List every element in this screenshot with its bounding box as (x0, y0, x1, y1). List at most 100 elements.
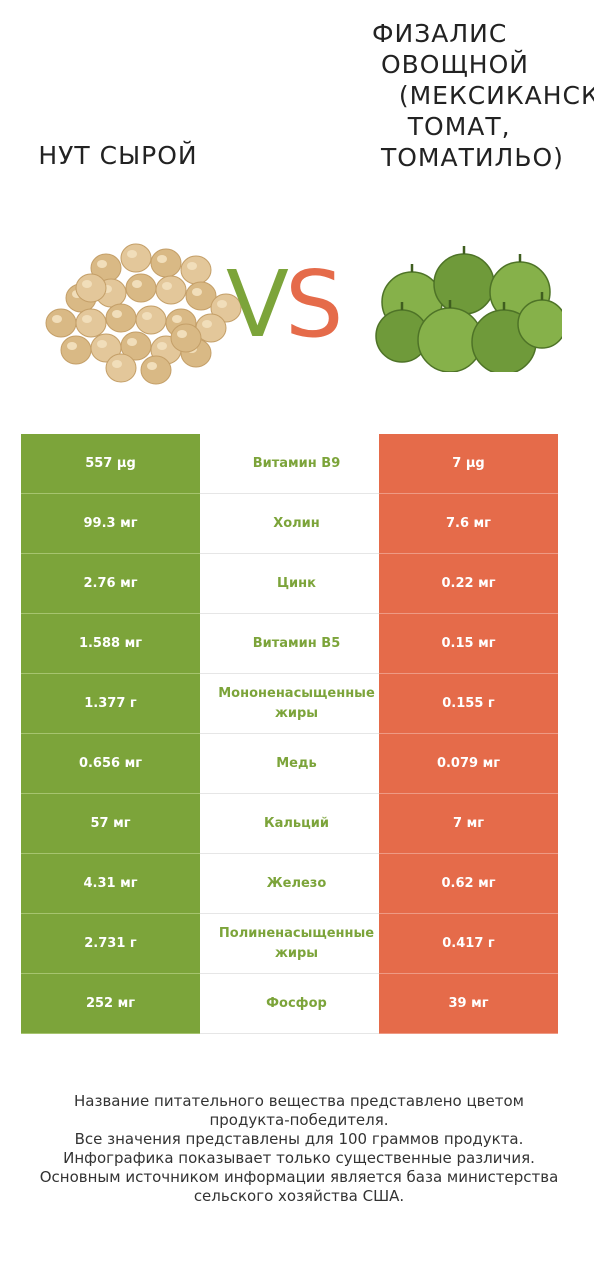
chickpea-shape (210, 293, 242, 323)
chickpea-highlight (127, 250, 137, 258)
nutrient-name: Полиненасыщенные жиры (200, 914, 379, 974)
nutrient-name: Витамин B9 (200, 434, 379, 494)
nutrient-label: Полиненасыщенные жиры (218, 925, 375, 961)
nutrient-label: Медь (276, 755, 317, 771)
chickpea-highlight (82, 280, 92, 288)
vs-label: VS (226, 255, 343, 355)
chickpea-highlight (132, 280, 142, 288)
nutrient-label: Витамин B5 (252, 635, 341, 651)
chickpea-shape (125, 273, 157, 303)
vs-s: S (284, 251, 343, 358)
right-value: 0.417 г (379, 914, 558, 974)
chickpea-highlight (52, 315, 62, 323)
footer-line: сельского хозяйства США. (193, 1187, 405, 1205)
left-value: 2.76 мг (21, 554, 200, 614)
table-row: 4.31 мг Железо 0.62 мг (21, 854, 558, 914)
nutrient-label: Мононенасыщенные жиры (218, 685, 375, 721)
nutrient-name: Железо (200, 854, 379, 914)
left-value: 252 мг (21, 974, 200, 1034)
nutrient-name: Медь (200, 734, 379, 794)
tomatillo-shape (433, 253, 495, 315)
tomatillo-shape (517, 299, 562, 349)
right-value: 7 мг (379, 794, 558, 854)
vs-v: V (226, 251, 289, 358)
left-value: 57 мг (21, 794, 200, 854)
chickpea-highlight (172, 315, 182, 323)
table-row: 0.656 мг Медь 0.079 мг (21, 734, 558, 794)
chickpea-highlight (157, 342, 167, 350)
nutrient-label: Холин (273, 515, 320, 531)
nutrient-label: Витамин B9 (252, 455, 341, 471)
chickpea-shape (140, 355, 172, 385)
nutrient-label: Кальций (264, 815, 329, 831)
right-value: 7.6 мг (379, 494, 558, 554)
chickpea-shape (185, 281, 217, 311)
table-row: 1.377 г Мононенасыщенные жиры 0.155 г (21, 674, 558, 734)
right-value: 0.62 мг (379, 854, 558, 914)
left-value: 1.377 г (21, 674, 200, 734)
right-value: 0.22 мг (379, 554, 558, 614)
nutrient-name: Фосфор (200, 974, 379, 1034)
nutrient-label: Железо (266, 875, 327, 891)
left-value: 557 µg (21, 434, 200, 494)
product-left-title: НУТ СЫРОЙ (38, 141, 198, 170)
right-value: 0.079 мг (379, 734, 558, 794)
chickpea-shape (75, 308, 107, 338)
table-row: 557 µg Витамин B9 7 µg (21, 434, 558, 494)
chickpea-highlight (187, 262, 197, 270)
footer-line: Все значения представлены для 100 граммо… (74, 1130, 524, 1148)
chickpea-highlight (82, 315, 92, 323)
chickpea-highlight (67, 342, 77, 350)
right-value: 0.155 г (379, 674, 558, 734)
left-value: 0.656 мг (21, 734, 200, 794)
footer-notes: Название питательного вещества представл… (0, 1092, 598, 1206)
chickpea-highlight (162, 282, 172, 290)
table-row: 1.588 мг Витамин B5 0.15 мг (21, 614, 558, 674)
nutrient-name: Холин (200, 494, 379, 554)
chickpea-shape (150, 248, 182, 278)
left-value: 1.588 мг (21, 614, 200, 674)
chickpea-highlight (217, 300, 227, 308)
table-row: 252 мг Фосфор 39 мг (21, 974, 558, 1034)
chickpea-shape (180, 255, 212, 285)
chickpea-highlight (177, 330, 187, 338)
chickpea-shape (170, 323, 202, 353)
chickpea-shape (120, 331, 152, 361)
nutrient-name: Витамин B5 (200, 614, 379, 674)
table-row: 2.731 г Полиненасыщенные жиры 0.417 г (21, 914, 558, 974)
footer-line: Название питательного вещества представл… (74, 1092, 524, 1110)
chickpea-shape (120, 243, 152, 273)
left-value: 2.731 г (21, 914, 200, 974)
left-value: 4.31 мг (21, 854, 200, 914)
nutrient-name: Мононенасыщенные жиры (200, 674, 379, 734)
nutrient-label: Фосфор (266, 995, 327, 1011)
nutrient-name: Цинк (200, 554, 379, 614)
chickpea-shape (105, 353, 137, 383)
chickpea-highlight (97, 260, 107, 268)
right-value: 39 мг (379, 974, 558, 1034)
chickpea-shape (75, 273, 107, 303)
chickpea-shape (155, 275, 187, 305)
chickpea-highlight (112, 360, 122, 368)
product-right-title: ФИЗАЛИС ОВОЩНОЙ (МЕКСИКАНСКИЙ ТОМАТ, ТОМ… (372, 19, 594, 172)
right-value: 0.15 мг (379, 614, 558, 674)
footer-line: продукта-победителя. (209, 1111, 389, 1129)
chickpea-highlight (157, 255, 167, 263)
footer-line: Инфографика показывает только существенн… (63, 1149, 535, 1167)
right-value: 7 µg (379, 434, 558, 494)
chickpea-shape (45, 308, 77, 338)
left-value: 99.3 мг (21, 494, 200, 554)
footer-line: Основным источником информации является … (39, 1168, 559, 1186)
comparison-table: 557 µg Витамин B9 7 µg 99.3 мг Холин 7.6… (21, 434, 558, 1034)
chickpea-shape (135, 305, 167, 335)
chickpea-shape (105, 303, 137, 333)
table-row: 57 мг Кальций 7 мг (21, 794, 558, 854)
chickpeas-image (45, 243, 242, 385)
chickpea-shape (60, 335, 92, 365)
nutrient-name: Кальций (200, 794, 379, 854)
chickpea-highlight (112, 310, 122, 318)
chickpea-highlight (97, 340, 107, 348)
chickpea-highlight (192, 288, 202, 296)
chickpea-highlight (142, 312, 152, 320)
chickpea-highlight (202, 320, 212, 328)
